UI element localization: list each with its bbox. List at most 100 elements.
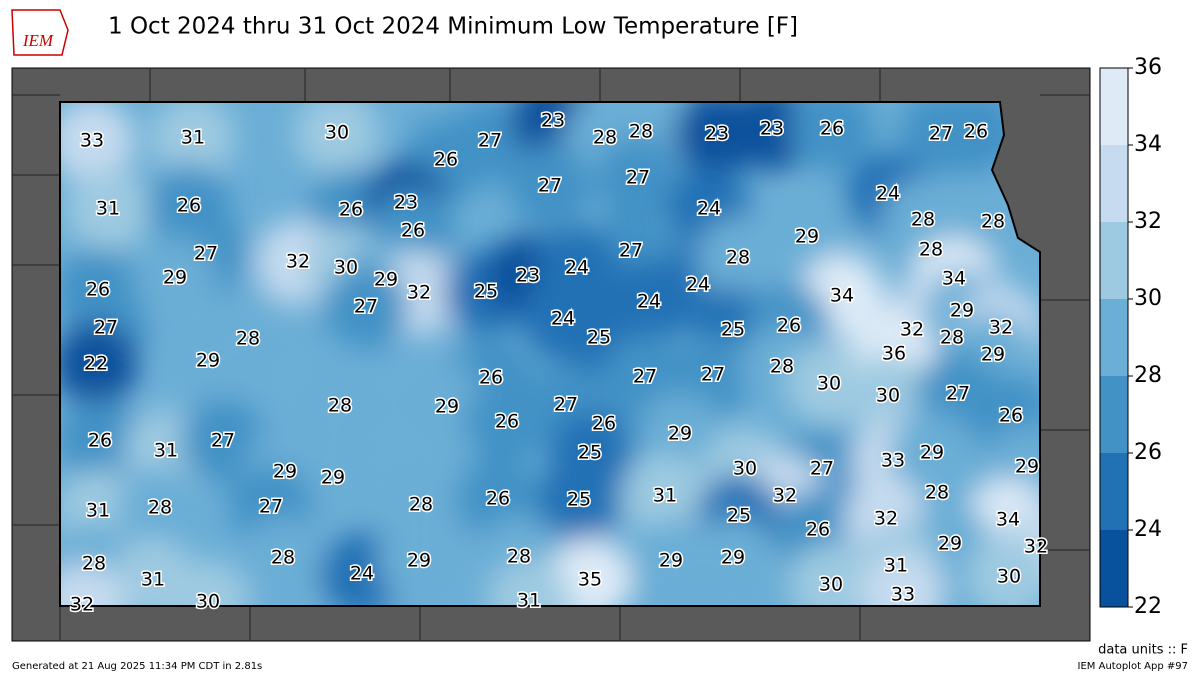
station-value: 33 xyxy=(881,450,905,472)
station-value: 32 xyxy=(407,282,431,304)
station-value: 27 xyxy=(194,243,218,265)
colorbar-swatch xyxy=(1100,530,1128,607)
temperature-blob xyxy=(465,380,549,464)
station-value: 25 xyxy=(578,442,602,464)
temperature-blob xyxy=(861,553,945,606)
station-value: 29 xyxy=(950,300,974,322)
station-value: 23 xyxy=(394,192,418,214)
footer-left: Generated at 21 Aug 2025 11:34 PM CDT in… xyxy=(12,661,262,672)
temperature-blob xyxy=(730,102,814,171)
station-value: 28 xyxy=(911,209,935,231)
station-value: 27 xyxy=(94,317,118,339)
temperature-blob xyxy=(66,167,150,251)
station-value: 29 xyxy=(920,442,944,464)
station-value: 29 xyxy=(163,267,187,289)
station-value: 29 xyxy=(938,533,962,555)
station-value: 24 xyxy=(551,308,575,330)
temperature-blob xyxy=(206,297,290,381)
colorbar-tick-label: 24 xyxy=(1134,517,1162,542)
station-value: 27 xyxy=(211,430,235,452)
station-value: 22 xyxy=(84,353,108,375)
station-value: 26 xyxy=(777,315,801,337)
station-value: 27 xyxy=(538,175,562,197)
station-value: 34 xyxy=(996,509,1020,531)
station-value: 31 xyxy=(86,500,110,522)
station-value: 28 xyxy=(770,356,794,378)
station-value: 31 xyxy=(653,485,677,507)
station-value: 31 xyxy=(181,127,205,149)
station-value: 30 xyxy=(733,458,757,480)
station-value: 29 xyxy=(435,396,459,418)
station-value: 32 xyxy=(773,485,797,507)
temperature-blob xyxy=(181,399,265,483)
station-value: 25 xyxy=(587,327,611,349)
station-value: 28 xyxy=(726,247,750,269)
colorbar-swatch xyxy=(1100,68,1128,145)
temperature-blob xyxy=(508,144,592,228)
temperature-blob xyxy=(151,102,235,180)
colorbar-swatch xyxy=(1100,145,1128,222)
station-value: 27 xyxy=(633,366,657,388)
station-value: 29 xyxy=(795,226,819,248)
station-value: 26 xyxy=(177,195,201,217)
station-value: 25 xyxy=(474,281,498,303)
station-value: 27 xyxy=(354,296,378,318)
station-value: 29 xyxy=(273,461,297,483)
station-value: 30 xyxy=(997,566,1021,588)
station-value: 26 xyxy=(88,430,112,452)
station-value: 28 xyxy=(919,239,943,261)
station-value: 26 xyxy=(401,220,425,242)
station-value: 29 xyxy=(668,423,692,445)
station-value: 27 xyxy=(810,458,834,480)
colorbar-swatch xyxy=(1100,222,1128,299)
station-value: 28 xyxy=(940,327,964,349)
station-value: 26 xyxy=(495,411,519,433)
station-value: 26 xyxy=(479,367,503,389)
station-value: 30 xyxy=(334,257,358,279)
station-value: 32 xyxy=(874,508,898,530)
station-value: 27 xyxy=(626,167,650,189)
station-value: 25 xyxy=(727,505,751,527)
temperature-blob xyxy=(789,543,873,606)
station-value: 23 xyxy=(760,118,784,140)
station-value: 29 xyxy=(407,550,431,572)
temperature-blob xyxy=(324,265,408,349)
station-value: 29 xyxy=(981,344,1005,366)
station-value: 26 xyxy=(592,413,616,435)
map-title: 1 Oct 2024 thru 31 Oct 2024 Minimum Low … xyxy=(108,14,798,40)
station-value: 24 xyxy=(876,183,900,205)
temperature-blob xyxy=(691,516,775,600)
temperature-blob xyxy=(118,466,202,550)
colorbar-tick-label: 36 xyxy=(1134,55,1162,80)
temperature-blob xyxy=(60,322,138,406)
station-value: 29 xyxy=(321,467,345,489)
station-value: 27 xyxy=(929,123,953,145)
station-value: 26 xyxy=(806,519,830,541)
station-value: 27 xyxy=(619,240,643,262)
station-value: 27 xyxy=(554,394,578,416)
station-value: 31 xyxy=(517,590,541,612)
station-value: 29 xyxy=(721,547,745,569)
temperature-blob xyxy=(133,236,217,320)
temperature-blob xyxy=(790,102,874,171)
station-value: 23 xyxy=(705,123,729,145)
station-value: 26 xyxy=(486,488,510,510)
station-value: 36 xyxy=(882,343,906,365)
temperature-blob xyxy=(846,354,930,438)
temperature-blob xyxy=(298,364,382,448)
station-value: 32 xyxy=(900,319,924,341)
station-value: 27 xyxy=(478,130,502,152)
neighbor-borders xyxy=(12,68,1090,641)
station-value: 29 xyxy=(374,269,398,291)
temperature-blob xyxy=(629,519,713,603)
colorbar-tick-label: 30 xyxy=(1134,286,1162,311)
colorbar-tick-label: 32 xyxy=(1134,209,1162,234)
state-border xyxy=(59,101,1041,607)
station-value: 28 xyxy=(593,127,617,149)
station-value: 33 xyxy=(80,130,104,152)
temperature-blob xyxy=(487,559,571,606)
colorbar-tick-label: 28 xyxy=(1134,363,1162,388)
station-value: 28 xyxy=(507,546,531,568)
station-value: 23 xyxy=(516,265,540,287)
